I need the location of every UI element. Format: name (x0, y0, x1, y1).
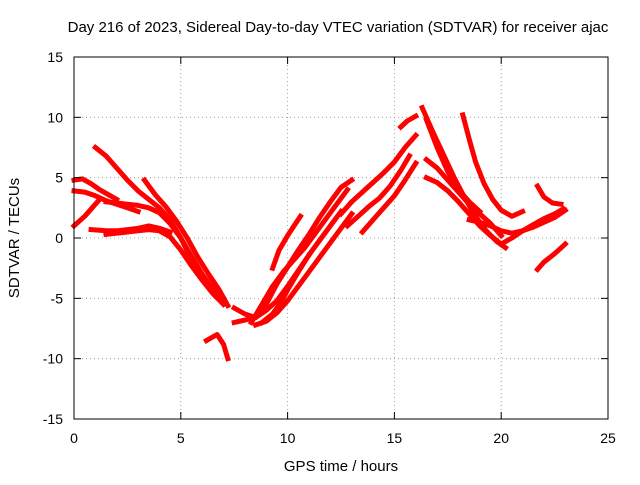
series-line-arc-16 (337, 131, 420, 218)
series-line-arc-19 (397, 112, 420, 131)
grid (74, 57, 608, 419)
y-tick-label: 15 (47, 49, 63, 65)
y-tick-label: 10 (47, 109, 63, 125)
x-tick-label: 10 (280, 430, 296, 446)
series-line-arc-8 (141, 176, 232, 309)
series-line-arc-6 (103, 199, 228, 306)
y-tick-label: 0 (55, 230, 63, 246)
y-tick-label: -10 (43, 351, 63, 367)
series-line-arc-28 (533, 240, 569, 273)
series-line-arc-26 (497, 205, 567, 248)
series-line-arc-24 (459, 111, 526, 219)
series-line-arc-18 (358, 159, 420, 236)
series-line-arc-3 (70, 195, 104, 230)
series-layer (70, 104, 569, 362)
y-axis-label: SDTVAR / TECUs (6, 178, 23, 298)
chart-title: Day 216 of 2023, Sidereal Day-to-day VTE… (68, 19, 609, 36)
x-tick-label: 20 (493, 430, 509, 446)
y-tick-label: -15 (43, 411, 63, 427)
y-tick-label: 5 (55, 170, 63, 186)
series-line-arc-23 (423, 174, 505, 248)
x-tick-label: 15 (387, 430, 403, 446)
series-line-arc-27 (534, 182, 564, 208)
series-line-arc-12 (247, 186, 351, 326)
series-line-arc-17 (343, 152, 413, 230)
series-line-arc-22 (422, 156, 505, 240)
x-tick-label: 5 (177, 430, 185, 446)
series-line-arc-1 (71, 176, 121, 203)
axis-ticks: 0 5 10 15 20 25 -15 -10 -5 0 5 10 15 (43, 49, 616, 446)
y-tick-label: -5 (51, 290, 64, 306)
series-line-arc-7 (103, 227, 228, 308)
series-line-arc-9 (202, 332, 231, 362)
series-line-arc-15 (269, 212, 304, 272)
x-tick-label: 0 (70, 430, 78, 446)
series-line-arc-14 (258, 251, 313, 327)
x-tick-label: 25 (600, 430, 616, 446)
x-axis-label: GPS time / hours (284, 458, 398, 475)
